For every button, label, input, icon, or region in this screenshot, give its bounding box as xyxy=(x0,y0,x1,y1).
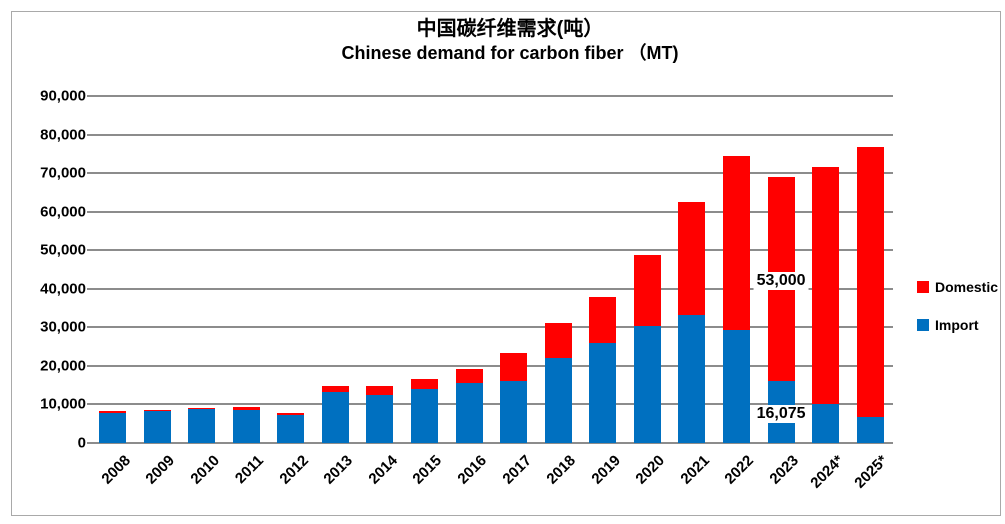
bar-2015-domestic-segment xyxy=(410,378,438,390)
gridline-40000 xyxy=(87,287,893,290)
bar-2013-import-segment xyxy=(321,392,349,443)
bar-2010-import-segment xyxy=(188,409,216,443)
y-tick-label-40000: 40,000 xyxy=(40,280,86,298)
y-tick-label-20000: 20,000 xyxy=(40,357,86,375)
bar-2022-import-segment xyxy=(722,329,750,443)
bar-2020-import-segment xyxy=(633,325,661,443)
gridline-60000 xyxy=(87,210,893,213)
y-tick-label-10000: 10,000 xyxy=(40,395,86,413)
chart-frame-border xyxy=(11,11,1001,516)
bar-2022-domestic-segment xyxy=(722,156,750,330)
data-label-53000: 53,000 xyxy=(753,272,809,291)
bar-2011-domestic-segment xyxy=(232,406,260,411)
gridline-0 xyxy=(87,442,893,444)
bar-2009-domestic-segment xyxy=(143,409,171,412)
gridline-70000 xyxy=(87,172,893,175)
gridline-10000 xyxy=(87,403,893,406)
gridline-30000 xyxy=(87,326,893,329)
legend-item-domestic: Domestic xyxy=(917,279,998,295)
y-tick-label-90000: 90,000 xyxy=(40,87,86,105)
bar-2012-domestic-segment xyxy=(277,412,305,416)
bar-2024-import-segment xyxy=(812,404,840,443)
bar-2019-import-segment xyxy=(589,343,617,443)
bar-2018-domestic-segment xyxy=(544,323,572,359)
bar-2008-import-segment xyxy=(99,413,126,443)
plot-area xyxy=(87,95,893,444)
y-tick-label-80000: 80,000 xyxy=(40,126,86,144)
y-tick-label-0: 0 xyxy=(77,434,86,452)
legend-label-import: Import xyxy=(935,317,979,333)
bar-2021-domestic-segment xyxy=(678,202,706,316)
chart-title-chinese: 中国碳纤维需求(吨） xyxy=(416,18,604,40)
bar-2021-import-segment xyxy=(678,315,706,443)
bar-2008-domestic-segment xyxy=(99,411,126,414)
gridline-50000 xyxy=(87,249,893,252)
bar-2020-domestic-segment xyxy=(633,254,661,326)
bar-2010-domestic-segment xyxy=(188,407,216,410)
legend-item-import: Import xyxy=(917,317,998,333)
bar-2024-domestic-segment xyxy=(812,167,840,405)
bar-2009-import-segment xyxy=(143,411,171,443)
domestic-swatch-icon xyxy=(917,281,929,293)
bar-2025-domestic-segment xyxy=(856,147,884,417)
bar-2013-domestic-segment xyxy=(321,385,349,393)
bar-2014-domestic-segment xyxy=(366,386,394,395)
bar-2015-import-segment xyxy=(410,389,438,443)
chart-title-english: Chinese demand for carbon fiber （MT) xyxy=(341,43,679,63)
bar-2018-import-segment xyxy=(544,358,572,443)
data-label-16075: 16,075 xyxy=(753,405,809,424)
bar-2016-domestic-segment xyxy=(455,368,483,384)
bar-2025-import-segment xyxy=(856,416,884,443)
y-tick-label-30000: 30,000 xyxy=(40,318,86,336)
bar-2014-import-segment xyxy=(366,394,394,443)
bar-2017-import-segment xyxy=(500,381,528,443)
y-tick-label-70000: 70,000 xyxy=(40,164,86,182)
gridline-20000 xyxy=(87,364,893,367)
gridline-80000 xyxy=(87,133,893,136)
bar-2017-domestic-segment xyxy=(500,352,528,382)
chart-title: 中国碳纤维需求(吨） Chinese demand for carbon fib… xyxy=(0,17,1005,65)
bar-2019-domestic-segment xyxy=(589,296,617,344)
bar-2016-import-segment xyxy=(455,383,483,443)
legend: Domestic Import xyxy=(917,279,998,355)
bar-2011-import-segment xyxy=(232,410,260,443)
y-tick-label-60000: 60,000 xyxy=(40,203,86,221)
bar-2012-import-segment xyxy=(277,415,305,443)
gridline-90000 xyxy=(87,95,893,97)
legend-label-domestic: Domestic xyxy=(935,279,999,295)
y-tick-label-50000: 50,000 xyxy=(40,241,86,259)
import-swatch-icon xyxy=(917,319,929,331)
